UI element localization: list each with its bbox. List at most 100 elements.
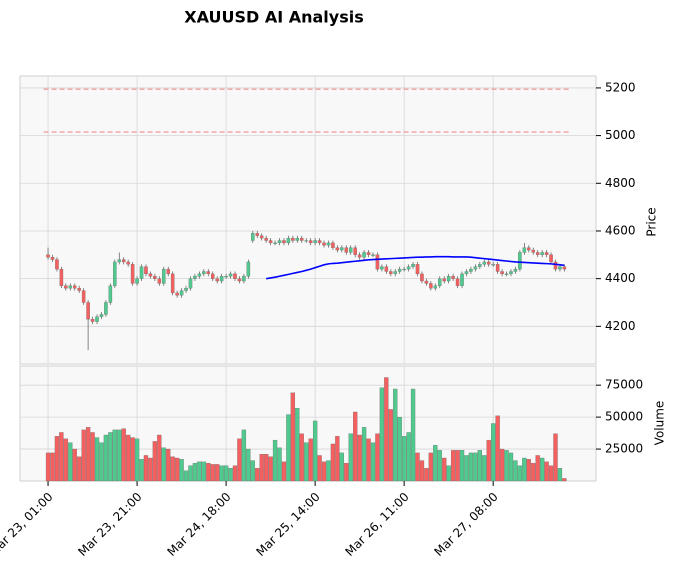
- volume-bar: [419, 460, 425, 482]
- volume-bar: [90, 432, 95, 482]
- candle-body: [144, 266, 148, 275]
- candle-body: [348, 247, 353, 253]
- volume-bar: [295, 408, 300, 482]
- volume-bar: [134, 438, 140, 482]
- candle-body: [273, 242, 277, 244]
- volume-bar: [339, 452, 344, 482]
- y-tick-label: 5200: [605, 80, 636, 94]
- candle-body: [362, 252, 366, 258]
- volume-bar: [459, 450, 465, 482]
- candle-body: [420, 273, 424, 282]
- candle-body: [179, 290, 184, 296]
- volume-bar: [268, 456, 273, 482]
- candle-body: [469, 268, 473, 272]
- candle-body: [50, 257, 55, 260]
- candle-body: [259, 235, 264, 239]
- candle-body: [153, 276, 157, 279]
- volume-bar: [192, 462, 198, 482]
- candle-body: [411, 264, 415, 267]
- candle-body: [264, 237, 268, 241]
- volume-bar: [348, 433, 353, 482]
- volume-bar: [326, 460, 331, 482]
- volume-bar: [428, 452, 434, 482]
- volume-bar: [299, 433, 304, 482]
- candle-body: [313, 240, 317, 244]
- candle-body: [113, 261, 117, 286]
- candle-body: [429, 283, 433, 289]
- candle-body: [175, 292, 179, 296]
- candle-body: [193, 276, 197, 279]
- volume-bar: [85, 427, 91, 482]
- candle-body: [228, 273, 233, 277]
- candle-body: [402, 268, 406, 271]
- candle-body: [300, 237, 304, 241]
- candle-body: [108, 285, 113, 303]
- candle-body: [504, 273, 509, 275]
- candle-body: [464, 271, 469, 275]
- candle-body: [553, 261, 558, 270]
- volume-bar: [330, 443, 336, 482]
- candle-body: [491, 264, 495, 266]
- volume-bar: [188, 465, 193, 482]
- volume-bar: [557, 468, 563, 482]
- volume-bar: [215, 464, 220, 482]
- candle-body: [438, 278, 442, 286]
- volume-bar: [81, 429, 86, 482]
- volume-bar: [232, 465, 238, 482]
- volume-bar: [424, 468, 429, 482]
- candle-body: [68, 285, 73, 289]
- volume-bar: [219, 465, 224, 482]
- volume-bar: [50, 452, 55, 482]
- volume-bar: [442, 457, 447, 482]
- candle-body: [317, 240, 322, 244]
- volume-bar: [375, 433, 380, 482]
- candle-body: [406, 266, 411, 270]
- candle-body: [540, 252, 544, 255]
- candle-body: [509, 271, 513, 275]
- volume-bar: [246, 448, 251, 482]
- candle-body: [482, 261, 487, 265]
- candle-body: [380, 266, 384, 270]
- volume-bar: [535, 455, 540, 482]
- candle-body: [77, 288, 81, 291]
- candle-body: [72, 285, 77, 289]
- candle-body: [104, 302, 108, 315]
- candle-body: [397, 268, 402, 272]
- candle-body: [81, 290, 86, 303]
- candle-body: [335, 247, 340, 251]
- volume-bar: [384, 377, 389, 482]
- candle-body: [460, 273, 464, 286]
- volume-bar: [517, 465, 523, 482]
- candle-body: [255, 233, 260, 236]
- volume-bar: [148, 457, 153, 482]
- candle-body: [121, 259, 126, 263]
- candle-body: [455, 278, 460, 286]
- volume-bar: [553, 433, 558, 482]
- volume-bar: [499, 448, 505, 482]
- candle-body: [46, 254, 50, 258]
- candle-body: [308, 240, 313, 244]
- volume-bar: [277, 447, 282, 482]
- candle-body: [384, 266, 389, 272]
- candle-body: [139, 266, 144, 279]
- volume-bar: [491, 423, 496, 482]
- candle-body: [215, 278, 219, 282]
- price-panel: [19, 75, 597, 365]
- candle-body: [184, 288, 188, 291]
- candle-body: [366, 252, 371, 255]
- volume-bar: [486, 439, 491, 482]
- candle-body: [531, 249, 535, 253]
- volume-bar: [157, 434, 162, 482]
- volume-bar: [174, 457, 180, 482]
- candle-body: [130, 264, 135, 284]
- volume-bar: [406, 432, 411, 482]
- x-tick-label: Mar 26, 11:00: [342, 490, 411, 559]
- candle-body: [544, 252, 549, 255]
- volume-tick-label: 50000: [605, 410, 643, 424]
- candle-body: [486, 261, 491, 265]
- candle-body: [500, 271, 504, 275]
- volume-bar: [179, 459, 184, 482]
- candle-body: [295, 237, 300, 241]
- volume-bar: [68, 442, 73, 482]
- y-tick-label: 5000: [605, 128, 636, 142]
